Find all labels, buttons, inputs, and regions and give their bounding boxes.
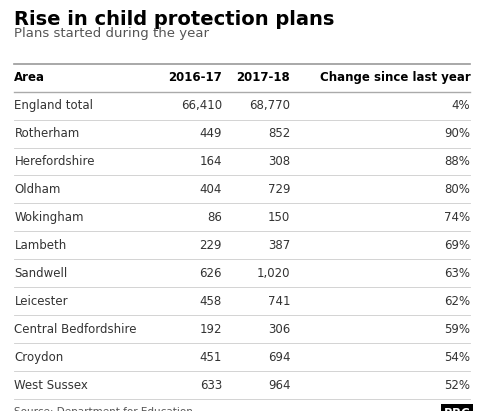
Text: BBC: BBC <box>444 407 470 411</box>
Text: 88%: 88% <box>444 155 470 168</box>
Text: England total: England total <box>14 99 94 112</box>
Text: Sandwell: Sandwell <box>14 267 68 280</box>
Text: Oldham: Oldham <box>14 183 61 196</box>
Text: 62%: 62% <box>444 295 470 308</box>
Text: 80%: 80% <box>444 183 470 196</box>
Text: 69%: 69% <box>444 239 470 252</box>
Text: Rise in child protection plans: Rise in child protection plans <box>14 10 335 29</box>
Text: 4%: 4% <box>452 99 470 112</box>
Text: 66,410: 66,410 <box>181 99 222 112</box>
Text: Plans started during the year: Plans started during the year <box>14 27 209 40</box>
Text: 63%: 63% <box>444 267 470 280</box>
Text: 68,770: 68,770 <box>249 99 290 112</box>
Text: 59%: 59% <box>444 323 470 336</box>
Text: 90%: 90% <box>444 127 470 140</box>
Text: 404: 404 <box>200 183 222 196</box>
Text: 449: 449 <box>199 127 222 140</box>
Text: 626: 626 <box>199 267 222 280</box>
Text: 86: 86 <box>207 211 222 224</box>
Text: Source: Department for Education: Source: Department for Education <box>14 407 193 411</box>
Text: Rotherham: Rotherham <box>14 127 80 140</box>
Text: Wokingham: Wokingham <box>14 211 84 224</box>
Text: 74%: 74% <box>444 211 470 224</box>
Text: 308: 308 <box>268 155 290 168</box>
Text: Leicester: Leicester <box>14 295 68 308</box>
Text: 2016-17: 2016-17 <box>168 71 222 84</box>
Text: Herefordshire: Herefordshire <box>14 155 95 168</box>
Text: Change since last year: Change since last year <box>320 71 470 84</box>
Text: 150: 150 <box>268 211 290 224</box>
Text: Croydon: Croydon <box>14 351 64 364</box>
Text: 633: 633 <box>200 379 222 392</box>
Text: 192: 192 <box>199 323 222 336</box>
Text: 1,020: 1,020 <box>257 267 290 280</box>
Text: 2017-18: 2017-18 <box>237 71 290 84</box>
Text: 694: 694 <box>268 351 290 364</box>
Text: 52%: 52% <box>444 379 470 392</box>
Text: 729: 729 <box>268 183 290 196</box>
Text: 852: 852 <box>268 127 290 140</box>
Text: West Sussex: West Sussex <box>14 379 88 392</box>
Text: 387: 387 <box>268 239 290 252</box>
Text: 741: 741 <box>268 295 290 308</box>
Text: 451: 451 <box>200 351 222 364</box>
Text: 229: 229 <box>199 239 222 252</box>
Text: 164: 164 <box>199 155 222 168</box>
Text: 458: 458 <box>200 295 222 308</box>
Text: Area: Area <box>14 71 46 84</box>
Text: 306: 306 <box>268 323 290 336</box>
Text: 964: 964 <box>268 379 290 392</box>
Text: 54%: 54% <box>444 351 470 364</box>
Text: Central Bedfordshire: Central Bedfordshire <box>14 323 137 336</box>
Text: Lambeth: Lambeth <box>14 239 67 252</box>
